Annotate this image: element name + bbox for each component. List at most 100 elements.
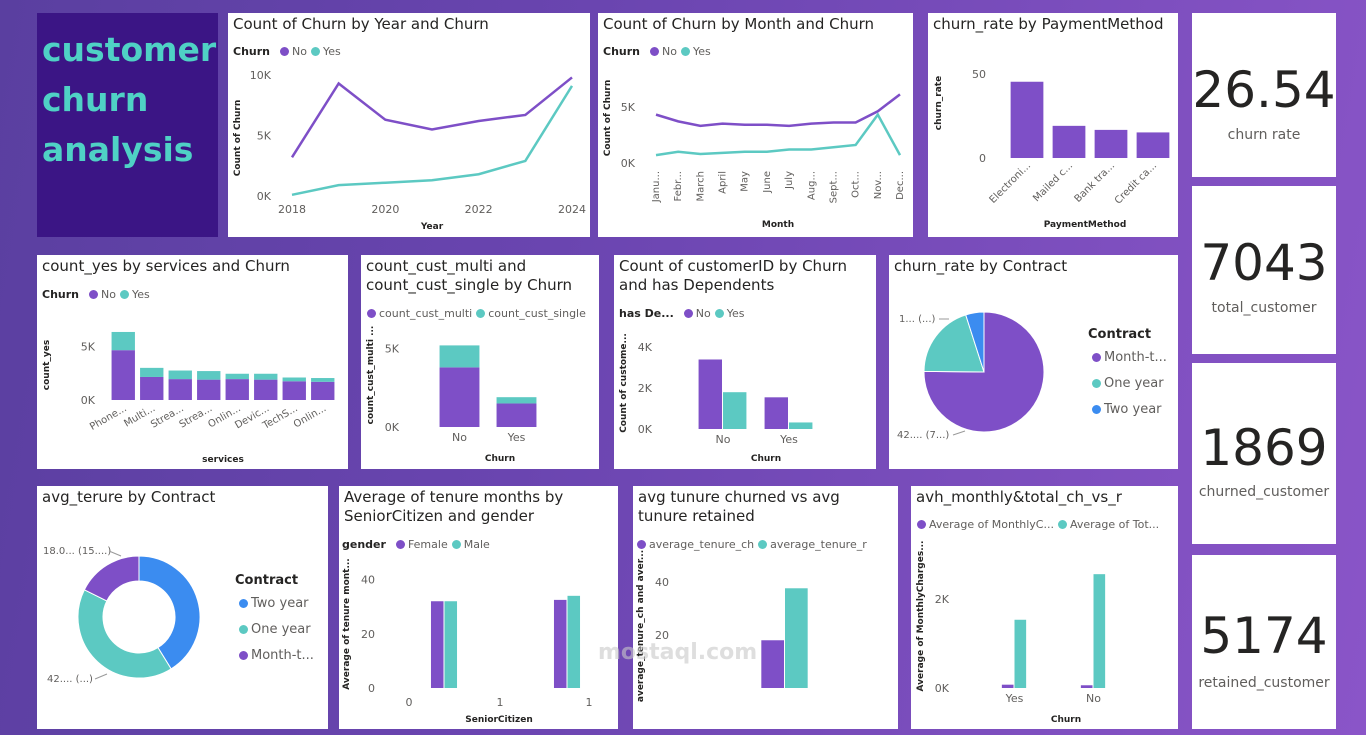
chart-legend: average_tenure_ch average_tenure_r [633,538,867,551]
bar [1094,129,1128,158]
slice-2 [83,555,140,602]
kpi-label: churned_customer [1198,484,1330,500]
y-axis-title: count_yes [42,340,52,390]
chart-title: avh_monthly&total_ch_vs_r [916,488,1122,506]
chart-legend: Churn No Yes [233,45,341,58]
x-tick-label: Janu... [651,171,662,203]
slice-label: 18.0... (15....) [43,546,111,557]
y-tick-label: 0K [257,190,272,203]
y-tick-label: 50 [972,68,986,81]
chart-plot: 0K 2K 4K No Yes Count of custome... Churn [619,333,813,464]
slice-0 [923,311,1045,433]
x-tick-label: Mailed c... [1031,160,1075,204]
bar-0 [225,379,249,400]
chart-card-tenure-cmp[interactable]: avg tunure churned vs avg tunure retaine… [633,486,898,729]
chart-card-month[interactable]: Count of Churn by Month and Churn Churn N… [598,13,913,237]
x-tick-label: 2018 [278,203,306,216]
chart-card-senior[interactable]: Average of tenure months by SeniorCitize… [339,486,618,729]
x-tick-label: Electroni... [988,160,1033,205]
title-line-2: churn [42,80,149,119]
x-axis-title: PaymentMethod [1044,220,1127,230]
kpi-card-total-customer[interactable]: 7043 total_customer [1192,186,1336,354]
y-tick-label: 40 [655,576,669,589]
x-tick-label: July [784,171,795,190]
chart-title: Count of Churn by Month and Churn [603,15,875,33]
slice-1 [77,589,172,679]
kpi-card-churned-customer[interactable]: 1869 churned_customer [1192,363,1336,544]
x-tick-label: Sept... [828,171,839,203]
chart-title: avg_terure by Contract [42,488,216,506]
chart-card-dependents[interactable]: Count of customerID by Churn and has Dep… [614,255,876,469]
x-tick-label: 2022 [465,203,493,216]
x-tick-label: Yes [507,431,526,444]
x-tick-label: Phone... [88,403,129,433]
chart-title: count_cust_multi and count_cust_single b… [366,257,573,294]
chart-plot: 0 50 Electroni...Mailed c...Bank tra...Cre… [934,68,1170,230]
chart-legend: count_cust_multi count_cust_single [363,307,586,320]
x-tick-label: 0 [406,696,413,709]
x-axis-title: Churn [751,454,781,464]
slice-label: 1... (...) [899,314,936,325]
y-tick-label: 0 [979,152,986,165]
bar-1 [1093,574,1106,688]
y-tick-label: 20 [361,628,375,641]
x-tick-label: Aug... [806,171,817,200]
bar-0 [282,381,306,400]
chart-card-tenure-donut[interactable]: avg_terure by Contract 18.0... (15....) 4… [37,486,328,729]
chart-legend: has De... No Yes [619,307,745,320]
y-tick-label: 10K [250,69,272,82]
bar-0 [111,350,135,400]
x-tick-label: 2020 [371,203,399,216]
chart-title: churn_rate by PaymentMethod [933,15,1164,33]
chart-plot: 0K 5K 10K 2018 2020 2022 2024 Count of Churn Yea… [233,69,586,232]
y-tick-label: 0K [621,157,636,170]
slice-label: 42.... (...) [47,674,93,685]
kpi-value: 7043 [1200,234,1328,292]
bar-1 [723,392,747,429]
chart-card-multi[interactable]: count_cust_multi and count_cust_single b… [361,255,599,469]
x-tick-label: June [762,171,773,194]
bar-0 [1080,685,1093,688]
y-axis-title: Count of custome... [619,333,629,433]
x-tick-label: Oct... [851,171,862,198]
watermark: mostaql.com [598,640,758,665]
x-axis-title: Year [420,222,444,232]
y-tick-label: 2K [638,382,653,395]
kpi-label: churn rate [1227,127,1301,143]
y-tick-label: 4K [638,341,653,354]
x-axis-title: Churn [485,454,515,464]
kpi-card-churn-rate[interactable]: 26.54 churn rate [1192,13,1336,177]
series-line-no [290,76,573,158]
x-tick-label: No [1086,692,1101,705]
chart-card-payment[interactable]: churn_rate by PaymentMethod 0 50 Electroni… [928,13,1178,237]
chart-plot: 20 40 average_tenure_ch and aver... [636,550,808,702]
chart-plot: 0K5KPhone...Multi...Strea...Strea...Onli… [42,331,335,465]
bar-1 [282,377,306,382]
chart-card-monthly[interactable]: avh_monthly&total_ch_vs_r Average of Mon… [911,486,1178,729]
kpi-value: 1869 [1200,419,1328,477]
kpi-card-retained-customer[interactable]: 5174 retained_customer [1192,555,1336,729]
y-tick-label: 0K [935,682,950,695]
chart-card-contract-pie[interactable]: churn_rate by Contract 1... (...) 42.... … [889,255,1178,469]
bar-0 [698,359,722,429]
chart-title: Count of Churn by Year and Churn [233,15,489,33]
slice-leader [952,430,966,436]
bar-0 [553,599,567,688]
chart-legend: gender Female Male [342,538,490,551]
x-axis-title: SeniorCitizen [465,715,533,725]
kpi-label: total_customer [1211,300,1317,316]
slice-2 [965,311,985,373]
x-axis-title: Churn [1051,715,1081,725]
chart-legend: Churn No Yes [42,288,150,301]
chart-plot: 0K 2K Yes No Average of MonthlyCharges... Chu… [916,541,1106,725]
bar-0 [311,381,335,400]
bar-1 [439,345,480,368]
kpi-value: 5174 [1200,607,1328,665]
chart-card-services[interactable]: count_yes by services and Churn Churn No Y… [37,255,348,469]
chart-plot: 0 20 40 Average of tenure mont... SeniorCiti… [342,558,593,725]
x-tick-label: 1 [586,696,593,709]
chart-card-year[interactable]: Count of Churn by Year and Churn Churn No… [228,13,590,237]
y-tick-label: 40 [361,574,375,587]
y-axis-title: Count of Churn [603,80,613,157]
dashboard-title: customer churn analysis [42,25,216,175]
